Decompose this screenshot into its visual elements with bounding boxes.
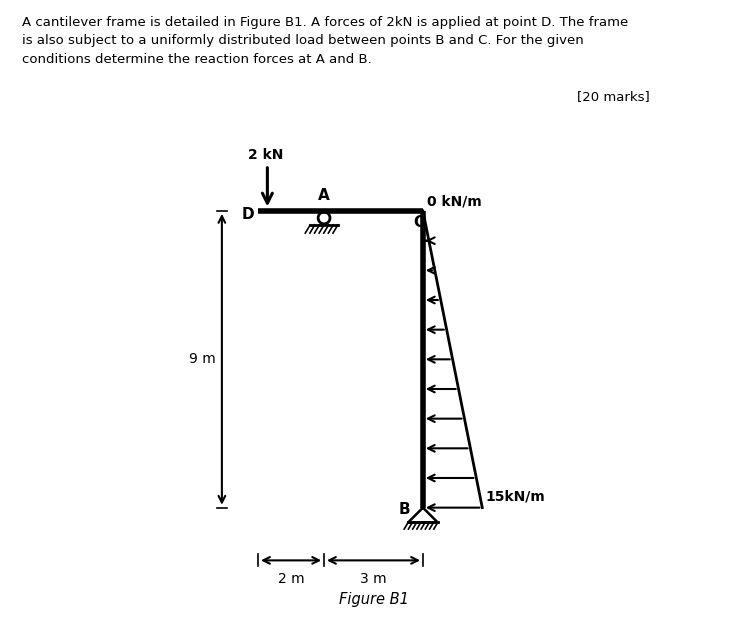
Text: D: D (241, 207, 254, 222)
Text: 15kN/m: 15kN/m (486, 489, 545, 503)
Text: 9 m: 9 m (188, 353, 215, 366)
Text: Figure B1: Figure B1 (338, 592, 409, 607)
Text: 2 kN: 2 kN (248, 148, 283, 162)
Text: 3 m: 3 m (360, 572, 387, 586)
Text: is also subject to a uniformly distributed load between points B and C. For the : is also subject to a uniformly distribut… (22, 34, 584, 47)
Text: B: B (399, 502, 411, 517)
Text: 0 kN/m: 0 kN/m (427, 194, 482, 208)
Text: C: C (413, 215, 424, 230)
Text: 2 m: 2 m (278, 572, 305, 586)
Text: A: A (318, 188, 330, 202)
Text: conditions determine the reaction forces at A and B.: conditions determine the reaction forces… (22, 53, 372, 66)
Text: [20 marks]: [20 marks] (577, 90, 650, 103)
Text: A cantilever frame is detailed in Figure B1. A forces of 2kN is applied at point: A cantilever frame is detailed in Figure… (22, 16, 629, 29)
